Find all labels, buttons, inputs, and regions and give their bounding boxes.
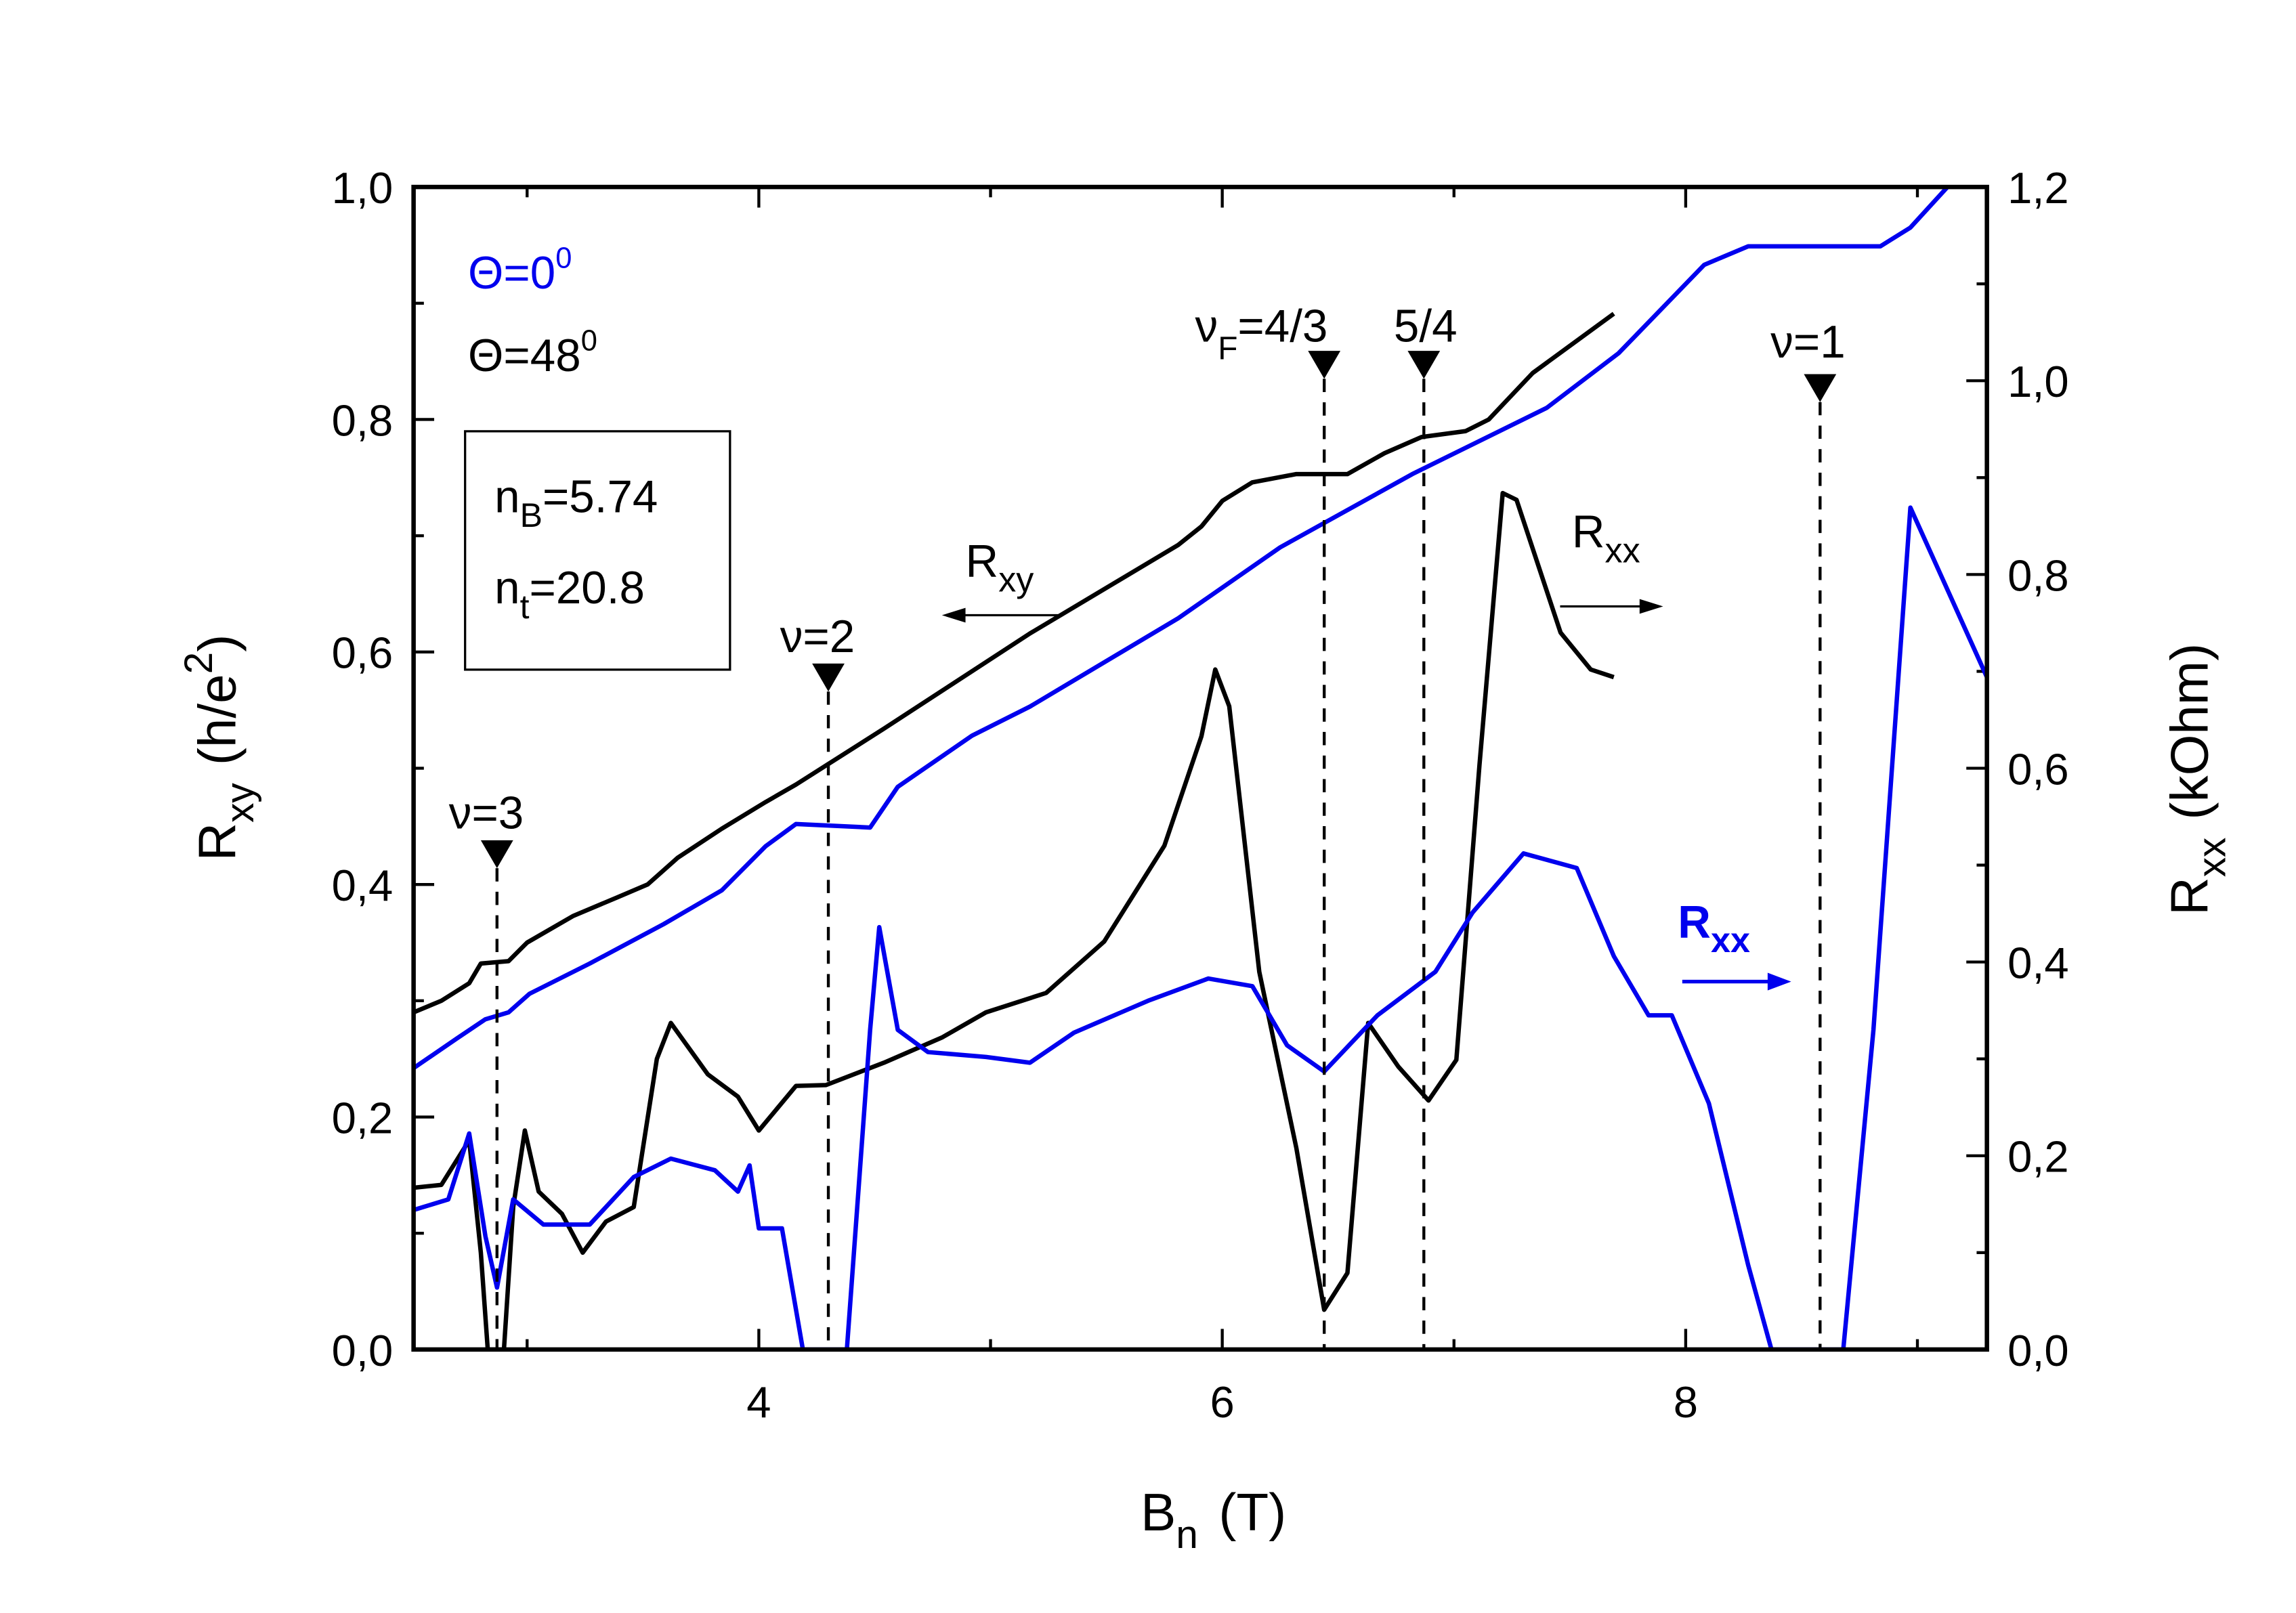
legend-theta0: Θ=00 bbox=[468, 242, 572, 299]
arrow-left-rxy-head bbox=[941, 607, 966, 623]
markers bbox=[480, 351, 1837, 1350]
y-right-tick-label: 0,0 bbox=[2007, 1326, 2069, 1375]
info-box bbox=[464, 430, 731, 671]
series-line-rxx-0- bbox=[413, 505, 1987, 1350]
series-line-rxy-48- bbox=[413, 311, 1615, 1015]
y-left-tick-label: 0,4 bbox=[332, 861, 394, 910]
series-line-rxy-0- bbox=[413, 187, 1949, 1071]
marker-triangle-icon bbox=[1308, 351, 1341, 379]
y-right-tick-label: 1,2 bbox=[2007, 163, 2069, 213]
marker-label-nu2: ν=2 bbox=[780, 611, 855, 662]
y-left-tick-label: 0,2 bbox=[332, 1093, 394, 1142]
annotation-rxx-blue: Rxx bbox=[1678, 897, 1750, 960]
marker-triangle-icon bbox=[480, 840, 513, 869]
y-left-tick-label: 0,6 bbox=[332, 628, 394, 678]
y-right-tick-label: 0,6 bbox=[2007, 744, 2069, 794]
series-line-rxx-48- bbox=[413, 490, 1615, 1350]
arrow-right-rxx-blue-head bbox=[1767, 972, 1791, 991]
annotation-rxy: Rxy bbox=[966, 536, 1034, 600]
marker-label-5-4: 5/4 bbox=[1394, 301, 1458, 351]
arrow-right-rxx-black-head bbox=[1639, 599, 1663, 614]
y-left-axis-label: Rxy(h/e2) bbox=[177, 635, 262, 861]
y-right-axis-label: Rxx(kOhm) bbox=[2160, 643, 2234, 916]
plot-frame bbox=[411, 184, 1989, 1352]
y-right-tick-label: 0,2 bbox=[2007, 1132, 2069, 1182]
y-right-tick-label: 0,8 bbox=[2007, 551, 2069, 600]
legend-theta48: Θ=480 bbox=[468, 324, 597, 381]
y-right-tick-label: 0,4 bbox=[2007, 939, 2069, 988]
ticks: 4 6 8 0,0 0,2 0,4 0,6 0,8 1,0 0,0 0,2 0,4 0,6 0,8 1,0 1… bbox=[332, 163, 2069, 1427]
y-left-tick-label: 0,8 bbox=[332, 395, 394, 445]
y-right-tick-label: 1,0 bbox=[2007, 357, 2069, 406]
y-left-tick-label: 1,0 bbox=[332, 163, 394, 213]
marker-label-nuF: νF=4/3 bbox=[1195, 301, 1328, 366]
x-tick-label: 6 bbox=[1210, 1377, 1235, 1427]
marker-triangle-icon bbox=[812, 663, 845, 692]
y-left-tick-label: 0,0 bbox=[332, 1326, 394, 1375]
marker-label-nu3: ν=3 bbox=[449, 788, 524, 839]
marker-label-nu1: ν=1 bbox=[1770, 317, 1845, 368]
marker-triangle-icon bbox=[1804, 374, 1837, 402]
marker-triangle-icon bbox=[1407, 351, 1441, 379]
x-tick-label: 4 bbox=[746, 1377, 771, 1427]
info-nB: nB=5.74 bbox=[494, 471, 658, 534]
x-axis-label: Bn (T) bbox=[1141, 1482, 1286, 1557]
x-tick-label: 8 bbox=[1674, 1377, 1698, 1427]
curves bbox=[413, 187, 1987, 1350]
info-nt: nt=20.8 bbox=[494, 563, 645, 626]
annotation-rxx-black: Rxx bbox=[1572, 507, 1640, 571]
